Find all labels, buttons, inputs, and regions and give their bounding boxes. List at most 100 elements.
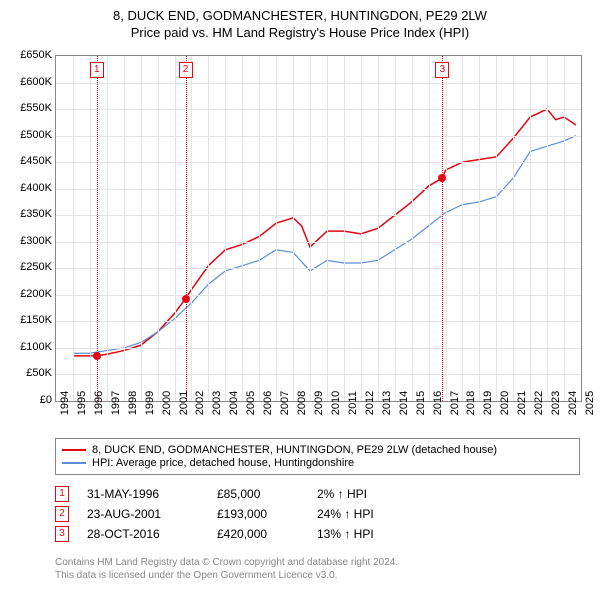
gridline-v [141,56,142,401]
gridline-v [547,56,548,401]
title-block: 8, DUCK END, GODMANCHESTER, HUNTINGDON, … [0,0,600,40]
ytick-label: £600K [2,76,52,88]
sale-marker-line [442,56,443,401]
xtick-label: 2007 [279,391,291,415]
series-line [73,109,576,356]
sales-date: 31-MAY-1996 [87,487,217,501]
ytick-label: £650K [2,49,52,61]
gridline-v [395,56,396,401]
footer-line-2: This data is licensed under the Open Gov… [55,569,398,582]
gridline-v [158,56,159,401]
sales-marker-icon: 2 [55,506,69,522]
gridline-h [56,242,581,243]
xtick-label: 2000 [161,391,173,415]
gridline-v [124,56,125,401]
xtick-label: 2021 [516,391,528,415]
sales-pct: 2% ↑ HPI [317,487,407,501]
gridline-v [446,56,447,401]
ytick-label: £400K [2,182,52,194]
ytick-label: £50K [2,367,52,379]
sale-marker-box: 3 [435,62,449,78]
gridline-h [56,109,581,110]
gridline-h [56,348,581,349]
chart-container: 8, DUCK END, GODMANCHESTER, HUNTINGDON, … [0,0,600,590]
xtick-label: 1994 [59,391,71,415]
gridline-h [56,83,581,84]
ytick-label: £0 [2,394,52,406]
sale-marker-box: 2 [179,62,193,78]
xtick-label: 2019 [482,391,494,415]
xtick-label: 2022 [533,391,545,415]
sale-data-point [438,174,446,182]
plot-area: 123 [55,55,582,402]
gridline-v [378,56,379,401]
gridline-v [429,56,430,401]
sale-data-point [93,352,101,360]
xtick-label: 2009 [313,391,325,415]
gridline-v [73,56,74,401]
sales-row: 1 31-MAY-1996£85,0002% ↑ HPI [55,486,407,502]
xtick-label: 2011 [347,391,359,415]
gridline-v [496,56,497,401]
sales-row: 2 23-AUG-2001£193,00024% ↑ HPI [55,506,407,522]
xtick-label: 2014 [398,391,410,415]
xtick-label: 2005 [245,391,257,415]
gridline-v [175,56,176,401]
sales-marker-icon: 3 [55,526,69,542]
legend-row: 8, DUCK END, GODMANCHESTER, HUNTINGDON, … [62,444,573,456]
gridline-h [56,189,581,190]
title-subtitle: Price paid vs. HM Land Registry's House … [0,25,600,40]
sales-pct: 13% ↑ HPI [317,527,407,541]
legend-label: HPI: Average price, detached house, Hunt… [92,457,354,469]
gridline-h [56,162,581,163]
sales-row: 328-OCT-2016£420,00013% ↑ HPI [55,526,407,542]
xtick-label: 2008 [296,391,308,415]
xtick-label: 2010 [330,391,342,415]
ytick-label: £450K [2,155,52,167]
xtick-label: 2016 [432,391,444,415]
xtick-label: 2017 [449,391,461,415]
xtick-label: 1996 [93,391,105,415]
xtick-label: 2015 [415,391,427,415]
xtick-label: 2023 [550,391,562,415]
gridline-v [530,56,531,401]
gridline-v [462,56,463,401]
ytick-label: £200K [2,288,52,300]
gridline-h [56,374,581,375]
xtick-label: 2013 [381,391,393,415]
chart-lines-svg [56,56,581,401]
xtick-label: 2024 [567,391,579,415]
gridline-v [208,56,209,401]
gridline-v [361,56,362,401]
gridline-v [310,56,311,401]
sales-price: £85,000 [217,487,317,501]
gridline-v [293,56,294,401]
sales-marker-icon: 1 [55,486,69,502]
sales-date: 23-AUG-2001 [87,507,217,521]
gridline-v [242,56,243,401]
gridline-v [191,56,192,401]
sales-pct: 24% ↑ HPI [317,507,407,521]
xtick-label: 2003 [211,391,223,415]
footer-attribution: Contains HM Land Registry data © Crown c… [55,556,398,582]
ytick-label: £250K [2,261,52,273]
xtick-label: 2025 [584,391,596,415]
gridline-v [90,56,91,401]
legend-row: HPI: Average price, detached house, Hunt… [62,457,573,469]
ytick-label: £300K [2,235,52,247]
legend-swatch [62,462,86,464]
sales-price: £193,000 [217,507,317,521]
legend-label: 8, DUCK END, GODMANCHESTER, HUNTINGDON, … [92,444,497,456]
gridline-h [56,321,581,322]
xtick-label: 2020 [499,391,511,415]
gridline-h [56,215,581,216]
xtick-label: 2018 [465,391,477,415]
xtick-label: 2004 [228,391,240,415]
ytick-label: £150K [2,314,52,326]
gridline-v [225,56,226,401]
gridline-h [56,268,581,269]
gridline-h [56,295,581,296]
ytick-label: £100K [2,341,52,353]
gridline-v [513,56,514,401]
xtick-label: 1998 [127,391,139,415]
